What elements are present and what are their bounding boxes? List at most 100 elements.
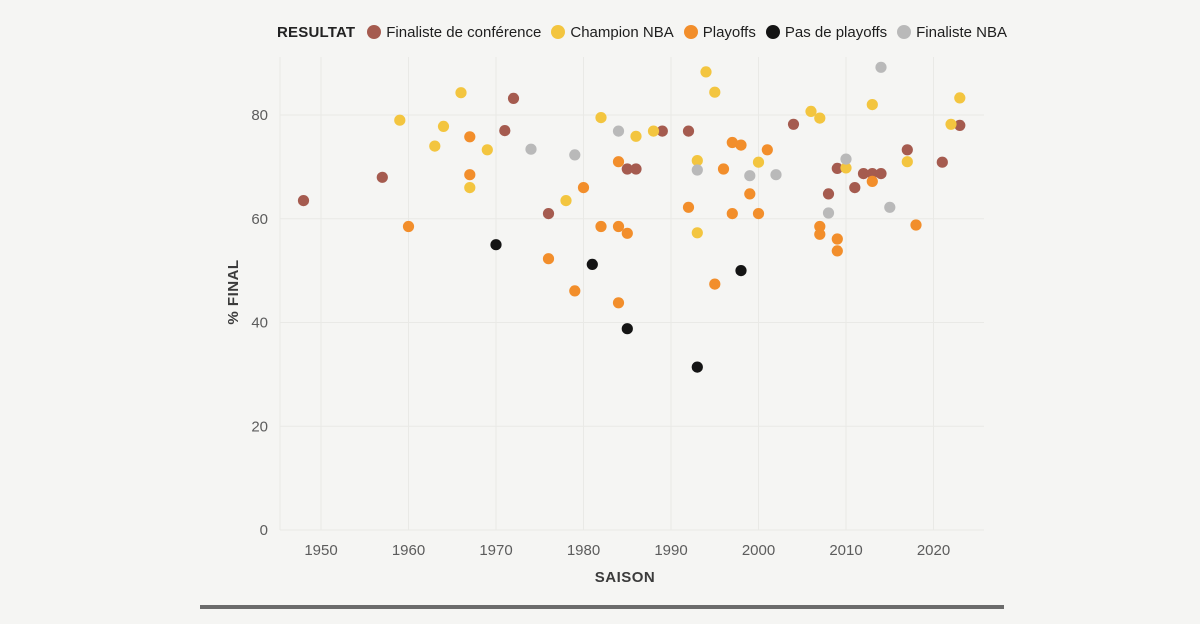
x-tick-label: 2020 [917, 542, 950, 559]
data-point [297, 195, 310, 207]
legend-swatch-champion [551, 25, 566, 39]
data-point [954, 92, 966, 104]
legend-item-nba_finalist: Finaliste NBA [897, 24, 1007, 41]
x-tick-label: 1990 [654, 542, 687, 559]
data-point [709, 86, 721, 98]
data-point [840, 162, 852, 174]
legend-swatch-no_playoffs [765, 25, 780, 39]
data-point [394, 114, 406, 126]
legend-label-champion: Champion NBA [570, 23, 674, 41]
legend-label-no_playoffs: Pas de playoffs [784, 23, 888, 41]
y-tick-label: 80 [251, 107, 268, 124]
grid-layer [279, 57, 984, 531]
data-point [542, 253, 555, 265]
x-tick-label: 2000 [742, 542, 775, 559]
data-point [954, 119, 966, 131]
x-tick-label: 2010 [829, 542, 862, 559]
y-tick-label: 0 [260, 522, 268, 539]
data-point [787, 118, 800, 130]
data-point [857, 168, 870, 180]
legend-item-conf_finalist: Finaliste de conférence [367, 24, 541, 41]
legend-title: RESULTAT [277, 23, 356, 41]
data-point [831, 233, 843, 245]
legend-label-playoffs: Playoffs [702, 23, 756, 41]
chart-legend: RESULTAT Finaliste de conférence Champion… [277, 22, 1007, 42]
y-tick-label: 40 [251, 315, 268, 332]
data-point [647, 125, 660, 137]
data-point [901, 156, 913, 168]
data-point [945, 118, 957, 130]
data-point [630, 163, 642, 175]
data-point [507, 92, 520, 104]
data-point [840, 153, 852, 165]
data-point [822, 188, 835, 200]
data-point [752, 156, 765, 168]
legend-item-playoffs: Playoffs [683, 23, 756, 41]
data-point [831, 162, 843, 174]
data-point [866, 175, 878, 187]
data-point [875, 168, 887, 180]
data-point [499, 125, 511, 137]
x-tick-label: 1950 [304, 542, 337, 559]
data-point [831, 245, 843, 257]
data-point [910, 219, 922, 231]
data-point [682, 201, 695, 213]
data-point [542, 208, 555, 220]
data-point [901, 144, 913, 156]
data-point [875, 61, 887, 73]
data-point [936, 156, 948, 168]
data-point [569, 285, 581, 297]
data-point [744, 188, 756, 200]
data-point [752, 208, 765, 220]
data-point [744, 170, 756, 182]
data-point [376, 171, 388, 183]
x-tick-label: 1960 [392, 542, 425, 559]
legend-swatch-playoffs [683, 25, 698, 39]
x-tick-label: 1970 [479, 542, 512, 559]
data-point [849, 182, 861, 194]
data-point [709, 278, 721, 290]
data-point [490, 239, 502, 251]
data-point [691, 227, 703, 239]
data-point [770, 169, 782, 181]
data-point [814, 220, 826, 233]
bottom-scrollbar[interactable] [200, 605, 1004, 609]
y-axis-title: % FINAL [225, 259, 242, 324]
data-point [717, 163, 730, 175]
data-point [814, 112, 826, 124]
data-point [761, 144, 773, 156]
data-point [525, 143, 537, 155]
data-point [402, 220, 415, 233]
data-point [805, 105, 817, 117]
data-point [481, 144, 493, 156]
data-point [866, 99, 878, 111]
data-point [700, 66, 712, 78]
data-point [612, 125, 625, 137]
y-tick-label: 20 [251, 418, 268, 435]
data-point [630, 130, 642, 142]
data-point [464, 169, 476, 181]
data-point-layer [297, 61, 966, 373]
data-point [612, 220, 625, 233]
data-point [691, 155, 703, 167]
data-point [577, 182, 590, 194]
data-point [560, 195, 572, 207]
data-point [455, 87, 467, 99]
data-point [569, 149, 581, 161]
data-point [437, 120, 450, 132]
data-point [735, 139, 747, 151]
data-point [595, 112, 607, 124]
data-point [691, 361, 703, 373]
data-point [822, 207, 835, 219]
data-point [612, 297, 625, 309]
legend-item-champion: Champion NBA [551, 23, 674, 41]
data-point [612, 156, 625, 168]
data-point [726, 208, 738, 220]
legend-label-nba_finalist: Finaliste NBA [916, 23, 1008, 41]
data-point [464, 131, 476, 143]
x-axis-title: SAISON [595, 569, 656, 586]
data-point [595, 220, 607, 233]
data-point [884, 201, 896, 213]
